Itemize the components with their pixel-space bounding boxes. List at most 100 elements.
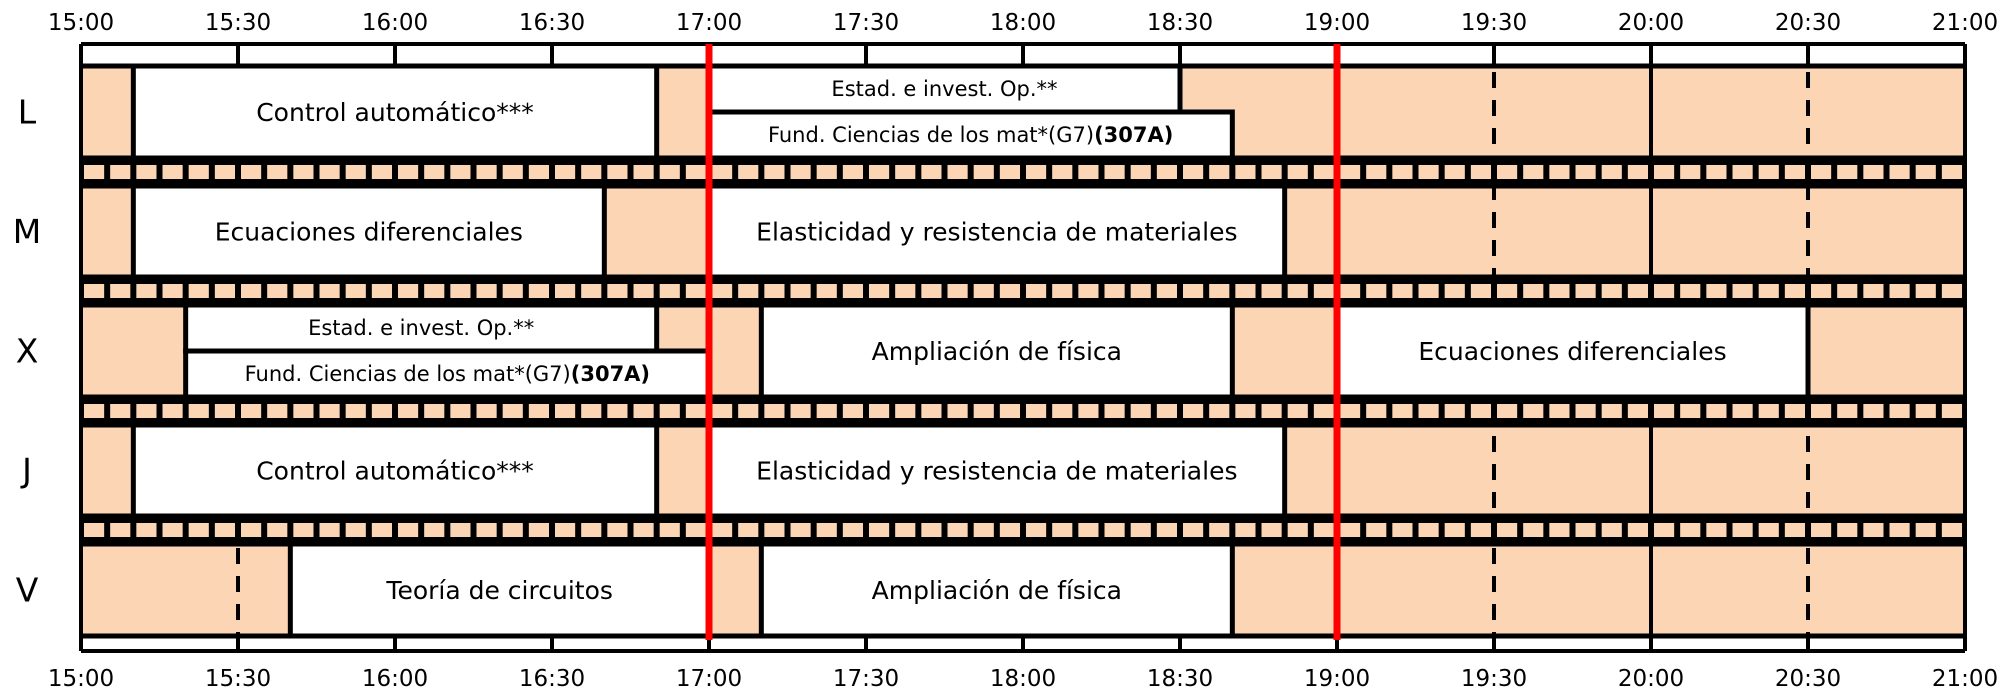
separator-tile: [634, 165, 654, 179]
course-name: Teoría de circuitos: [385, 576, 612, 605]
separator-tile: [712, 165, 732, 179]
separator-tile: [398, 523, 418, 537]
separator-tile: [817, 404, 837, 418]
separator-tile: [895, 523, 915, 537]
separator-tile: [738, 165, 758, 179]
separator-tile: [1628, 284, 1648, 298]
separator-tile: [320, 284, 340, 298]
separator-tile: [712, 523, 732, 537]
separator-tile: [372, 404, 392, 418]
separator-tile: [84, 523, 104, 537]
separator-tile: [529, 404, 549, 418]
course-label: Ampliación de física: [872, 337, 1122, 366]
separator-tile: [189, 523, 209, 537]
separator-tile: [1497, 523, 1517, 537]
separator-tile: [1419, 284, 1439, 298]
separator-tile: [921, 284, 941, 298]
separator-tile: [293, 404, 313, 418]
course-name: Ecuaciones diferenciales: [1418, 337, 1726, 366]
separator-tile: [1497, 404, 1517, 418]
separator-tile: [1733, 284, 1753, 298]
separator-tile: [1628, 523, 1648, 537]
separator-tile: [1157, 284, 1177, 298]
separator-tile: [1811, 284, 1831, 298]
time-label-top: 19:30: [1461, 10, 1527, 36]
separator-tile: [1105, 284, 1125, 298]
separator-tile: [1209, 523, 1229, 537]
separator-tile: [712, 404, 732, 418]
separator-tile: [581, 284, 601, 298]
course-name: Fund. Ciencias de los mat*(G7): [768, 123, 1094, 147]
time-label-top: 16:00: [362, 10, 428, 36]
separator-tile: [1209, 404, 1229, 418]
separator-tile: [1419, 404, 1439, 418]
separator-tile: [503, 404, 523, 418]
separator-tile: [1680, 284, 1700, 298]
course-label: Fund. Ciencias de los mat*(G7)(307A): [245, 362, 650, 386]
course-name: Ampliación de física: [872, 337, 1122, 366]
time-label-top: 21:00: [1932, 10, 1998, 36]
separator-tile: [1837, 284, 1857, 298]
separator-tile: [869, 284, 889, 298]
separator-tile: [1157, 165, 1177, 179]
course-label: Estad. e invest. Op.**: [831, 77, 1057, 101]
course-label: Estad. e invest. Op.**: [308, 316, 534, 340]
separator-tile: [189, 284, 209, 298]
separator-tile: [1314, 284, 1334, 298]
separator-tile: [1759, 165, 1779, 179]
separator-tile: [1759, 284, 1779, 298]
separator-tile: [529, 284, 549, 298]
separator-tile: [738, 284, 758, 298]
separator-tile: [346, 284, 366, 298]
separator-tile: [346, 404, 366, 418]
separator-tile: [110, 404, 130, 418]
separator-tile: [1759, 523, 1779, 537]
separator-tile: [215, 404, 235, 418]
separator-tile: [1445, 404, 1465, 418]
separator-tile: [921, 165, 941, 179]
separator-tile: [267, 523, 287, 537]
separator-tile: [1052, 165, 1072, 179]
course-name: Elasticidad y resistencia de materiales: [756, 217, 1237, 246]
separator-tile: [1549, 404, 1569, 418]
separator-tile: [581, 404, 601, 418]
separator-tile: [110, 165, 130, 179]
time-label-top: 18:00: [990, 10, 1056, 36]
time-label-bottom: 18:00: [990, 666, 1056, 692]
separator-tile: [974, 523, 994, 537]
separator-tile: [660, 404, 680, 418]
time-label-bottom: 19:30: [1461, 666, 1527, 692]
separator-tile: [1576, 165, 1596, 179]
separator-tile: [1576, 284, 1596, 298]
separator-tile: [1419, 523, 1439, 537]
separator-tile: [1497, 284, 1517, 298]
separator-tile: [1706, 284, 1726, 298]
separator-tile: [84, 404, 104, 418]
separator-tile: [1785, 523, 1805, 537]
separator-tile: [869, 404, 889, 418]
separator-tile: [1288, 165, 1308, 179]
separator-tile: [1471, 523, 1491, 537]
separator-tile: [1942, 165, 1962, 179]
separator-tile: [1654, 284, 1674, 298]
separator-tile: [843, 523, 863, 537]
separator-tile: [1392, 404, 1412, 418]
time-label-top: 18:30: [1147, 10, 1213, 36]
separator-tile: [477, 523, 497, 537]
separator-tile: [450, 165, 470, 179]
separator-tile: [581, 165, 601, 179]
separator-tile: [163, 284, 183, 298]
separator-tile: [817, 284, 837, 298]
separator-tile: [1890, 523, 1910, 537]
separator-tile: [1105, 165, 1125, 179]
separator-tile: [346, 165, 366, 179]
separator-tile: [686, 523, 706, 537]
separator-tile: [1131, 165, 1151, 179]
separator-tile: [1916, 165, 1936, 179]
separator-tile: [607, 284, 627, 298]
separator-tile: [503, 284, 523, 298]
separator-tile: [791, 404, 811, 418]
separator-tile: [241, 165, 261, 179]
separator-tile: [84, 284, 104, 298]
separator-tile: [1785, 165, 1805, 179]
